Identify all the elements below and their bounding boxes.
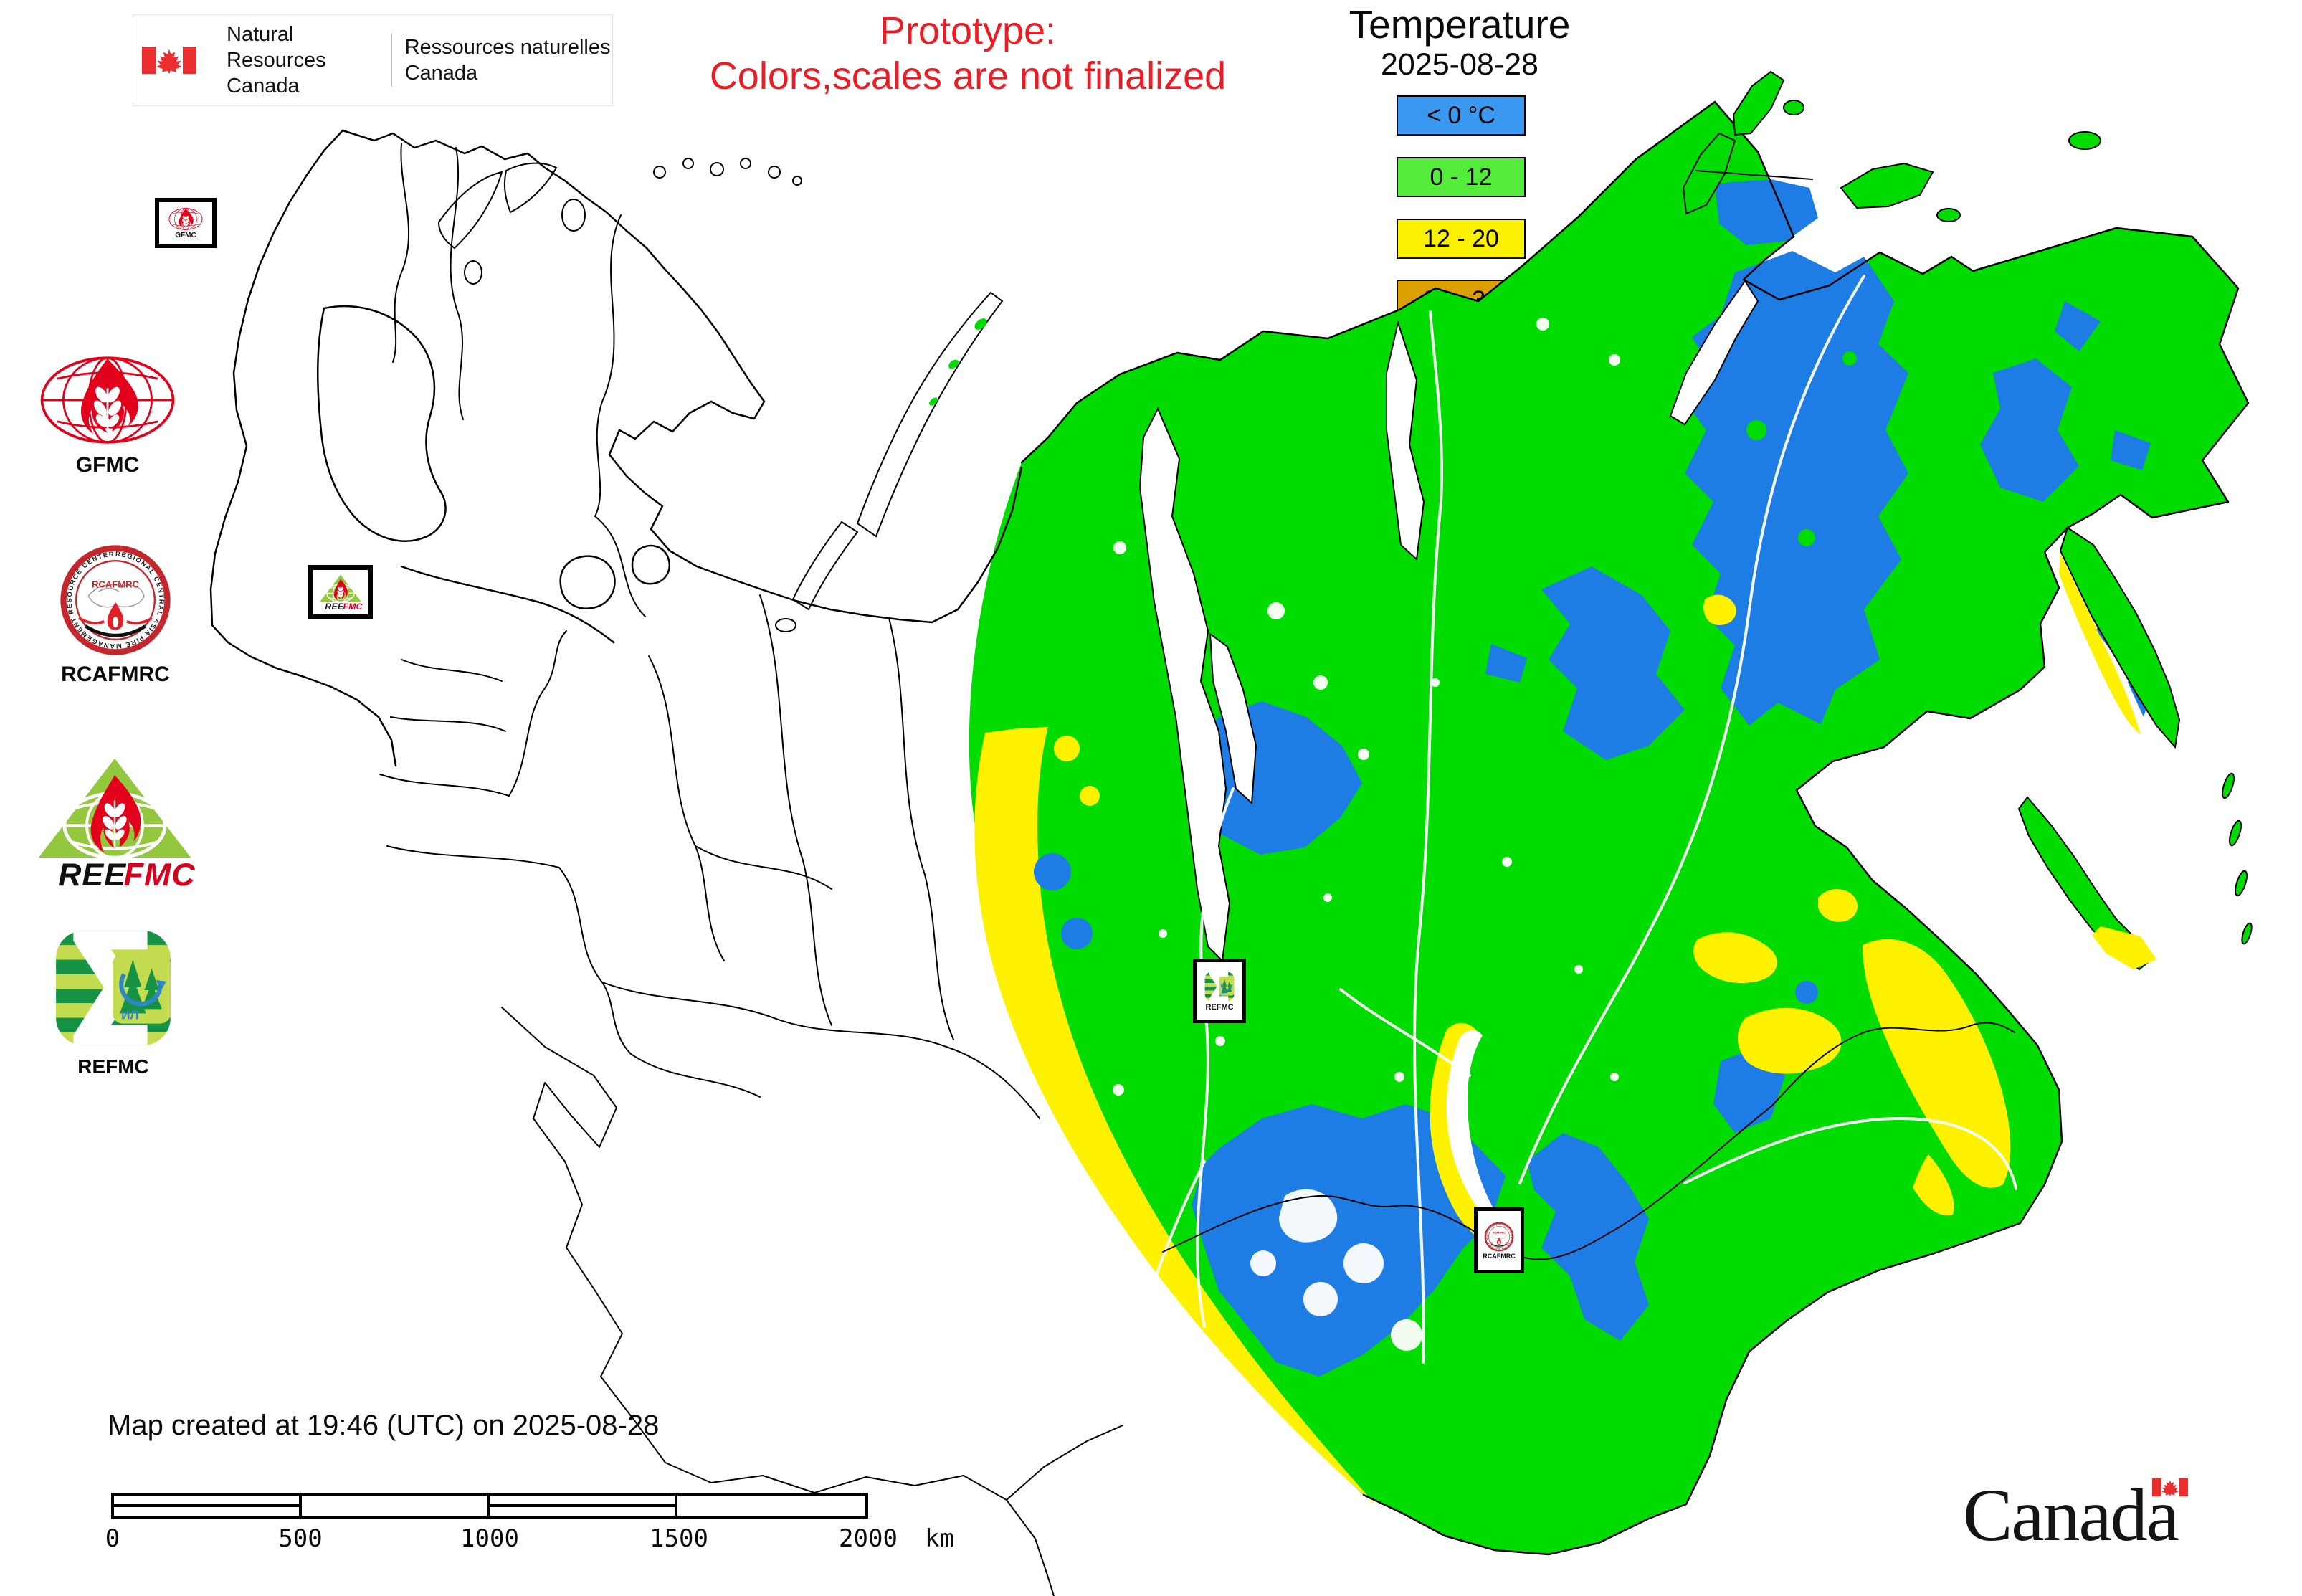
map-marker-gfmc: GFMC <box>155 198 217 248</box>
refmc-marker-label: REFMC <box>1205 1002 1234 1012</box>
scale-segment <box>490 1496 677 1516</box>
nrcan-en-line1: Natural Resources <box>227 23 326 72</box>
scale-label: 0 <box>105 1524 120 1553</box>
reefmc-marker-icon <box>318 574 363 611</box>
nrcan-en-line2: Canada <box>227 75 300 98</box>
gfmc-label: GFMC <box>75 453 140 477</box>
legend-label: 12 - 20 <box>1423 224 1499 252</box>
rcafmrc-label: RCAFMRC <box>61 662 170 686</box>
scale-segment <box>114 1496 302 1516</box>
map-marker-reefmc <box>308 565 373 619</box>
refmc-label: REFMC <box>77 1055 149 1078</box>
legend-item: 0 - 12 <box>1397 157 1526 197</box>
map-created-text: Map created at 19:46 (UTC) on 2025-08-28 <box>108 1410 660 1441</box>
prototype-line2: Colors,scales are not finalized <box>709 54 1227 98</box>
gfmc-logo-icon <box>37 353 178 447</box>
scale-segment <box>302 1496 490 1516</box>
rcafmrc-marker-label: RCAFMRC <box>1483 1252 1516 1260</box>
refmc-logo-icon <box>52 926 175 1050</box>
gfmc-marker-icon <box>167 207 204 231</box>
prototype-line1: Prototype: <box>879 9 1057 52</box>
canada-wordmark-text: Canada <box>1963 1474 2179 1557</box>
rcafmrc-marker-icon <box>1484 1222 1514 1252</box>
scale-bar <box>111 1493 868 1519</box>
legend-item: 12 - 20 <box>1397 219 1526 259</box>
gfmc-marker-label: GFMC <box>175 231 196 239</box>
legend-label: 0 - 12 <box>1430 163 1493 191</box>
scale-unit: km <box>925 1524 954 1553</box>
canada-wordmark: Canada <box>1963 1473 2271 1573</box>
map-data-region <box>969 102 2248 1554</box>
scale-label: 500 <box>278 1524 323 1553</box>
map-marker-refmc: REFMC <box>1193 959 1246 1023</box>
nrcan-fr-line2: Canada <box>404 62 478 85</box>
refmc-marker-icon <box>1204 971 1235 1002</box>
map-marker-rcafmrc: RCAFMRC <box>1474 1207 1524 1273</box>
scale-label: 2000 <box>839 1524 898 1553</box>
scale-label: 1000 <box>460 1524 519 1553</box>
legend-title: Temperature <box>1349 2 1571 47</box>
nrcan-divider <box>391 34 392 87</box>
legend-date: 2025-08-28 <box>1381 47 1538 82</box>
reefmc-logo-icon <box>34 754 195 890</box>
rcafmrc-logo-icon <box>59 543 172 657</box>
prototype-warning: Prototype: Colors,scales are not finaliz… <box>645 9 1290 99</box>
scale-label: 1500 <box>650 1524 708 1553</box>
map-yellow-arc-band <box>974 727 1375 1504</box>
legend-label: < 0 °C <box>1427 101 1495 129</box>
legend-item: < 0 °C <box>1397 95 1526 136</box>
nrcan-signature: Natural Resources Canada Ressources natu… <box>133 14 613 106</box>
nrcan-fr-line1: Ressources naturelles <box>404 36 611 59</box>
